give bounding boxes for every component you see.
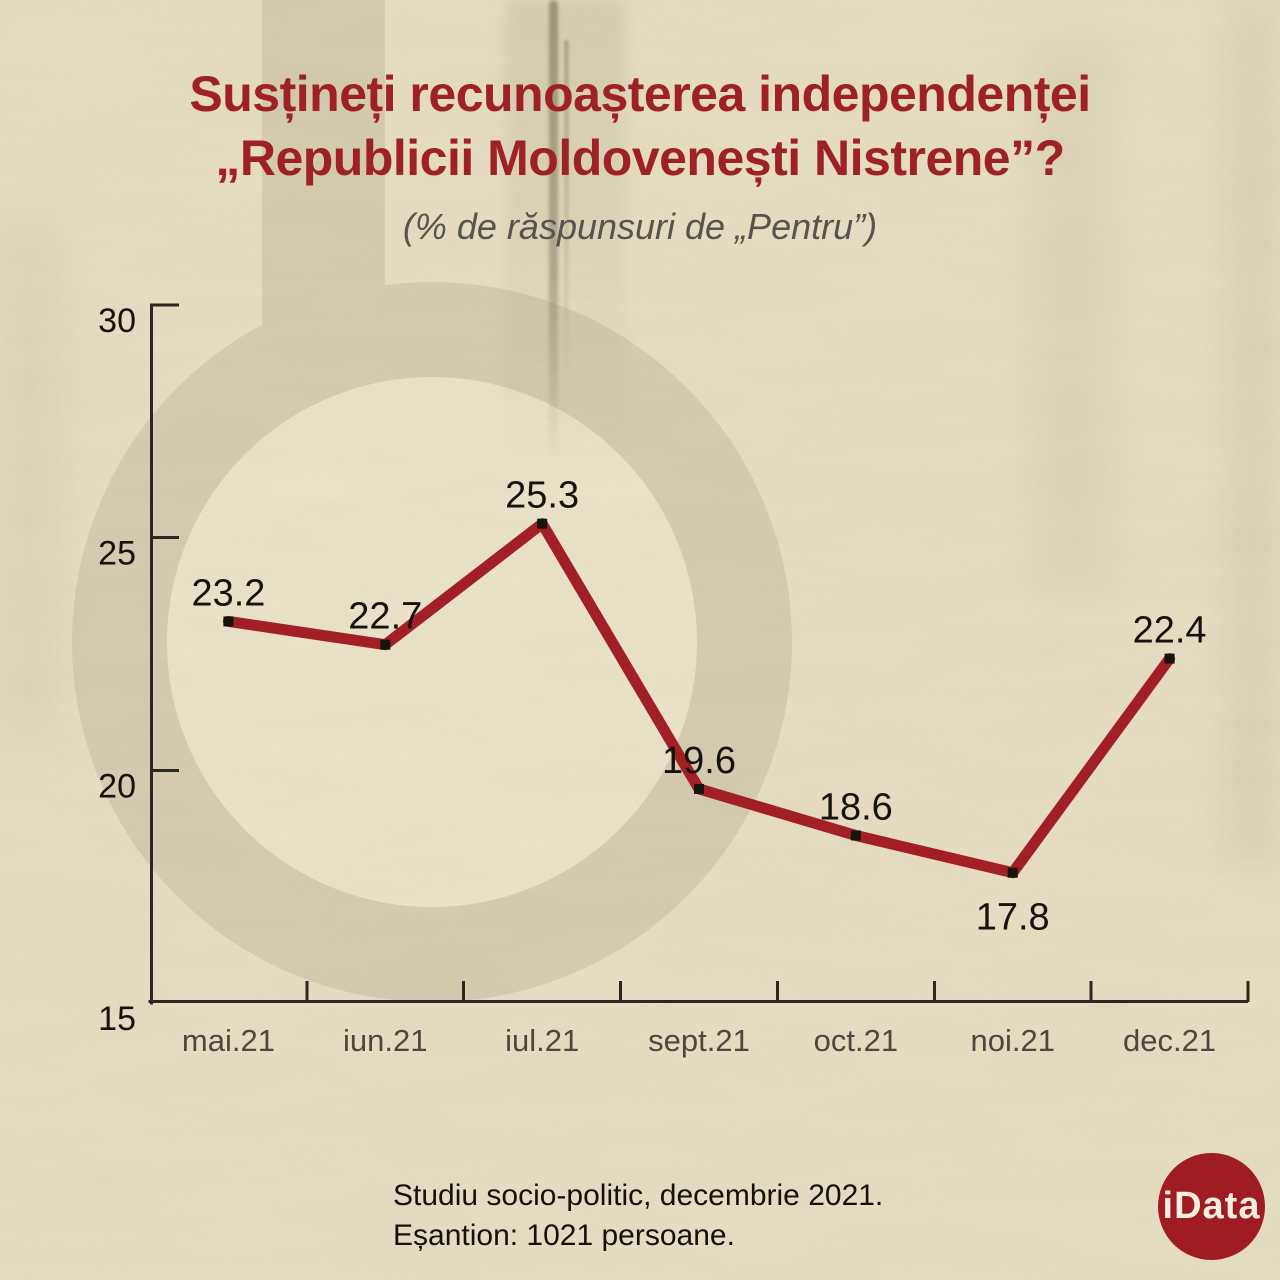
y-tick-label: 30 [98,302,136,340]
chart-title-line2: „Republicii Moldovenești Nistrene”? [215,130,1065,186]
grunge-drip-streak [549,0,558,460]
data-point-label: 22.4 [1133,610,1207,652]
y-tick-label: 20 [98,767,136,805]
data-line [222,518,1176,879]
data-point-marker [1007,867,1018,878]
chart-title: Susțineți recunoașterea independenței „R… [0,62,1280,190]
footer-note: Studiu socio-politic, decembrie 2021. Eș… [393,1176,883,1256]
grunge-patch [1035,50,1110,590]
y-tick-label: 15 [98,1000,136,1038]
data-point-marker [850,830,861,841]
data-point-label: 18.6 [819,786,893,828]
data-point-label: 25.3 [505,475,579,517]
grunge-band [505,0,625,470]
x-axis-label: dec.21 [1123,1023,1216,1058]
idata-logo: iData [1158,1153,1265,1260]
data-point-label: 22.7 [348,596,422,638]
watermark-bar [262,0,385,460]
chart-title-line1: Susțineți recunoașterea independenței [189,66,1091,122]
x-axis-label: oct.21 [814,1023,898,1058]
data-point-label: 19.6 [662,740,736,782]
x-axis-label: mai.21 [182,1023,275,1058]
x-axis-label: noi.21 [970,1023,1054,1058]
footer-line2: Eșantion: 1021 persoane. [393,1219,735,1252]
data-point-marker [1164,653,1175,664]
x-axis-label: sept.21 [648,1023,750,1058]
data-point-marker [694,783,704,794]
chart-subtitle: (% de răspunsuri de „Pentru”) [402,206,878,247]
grunge-patch [0,230,60,730]
data-point-label: 17.8 [976,897,1050,939]
y-tick-label: 25 [98,535,136,573]
grunge-patch [1225,0,1280,860]
data-point-marker [537,518,548,529]
grunge-drip-streak [564,40,569,380]
data-point-label: 23.2 [191,572,265,614]
x-axis-label: iul.21 [505,1023,579,1058]
idata-logo-text: iData [1162,1185,1261,1227]
watermark-ring [72,282,792,1002]
footer-line1: Studiu socio-politic, decembrie 2021. [393,1179,884,1212]
data-point-marker [223,616,234,627]
x-axis-label: iun.21 [343,1023,427,1058]
data-point-marker [380,639,391,650]
